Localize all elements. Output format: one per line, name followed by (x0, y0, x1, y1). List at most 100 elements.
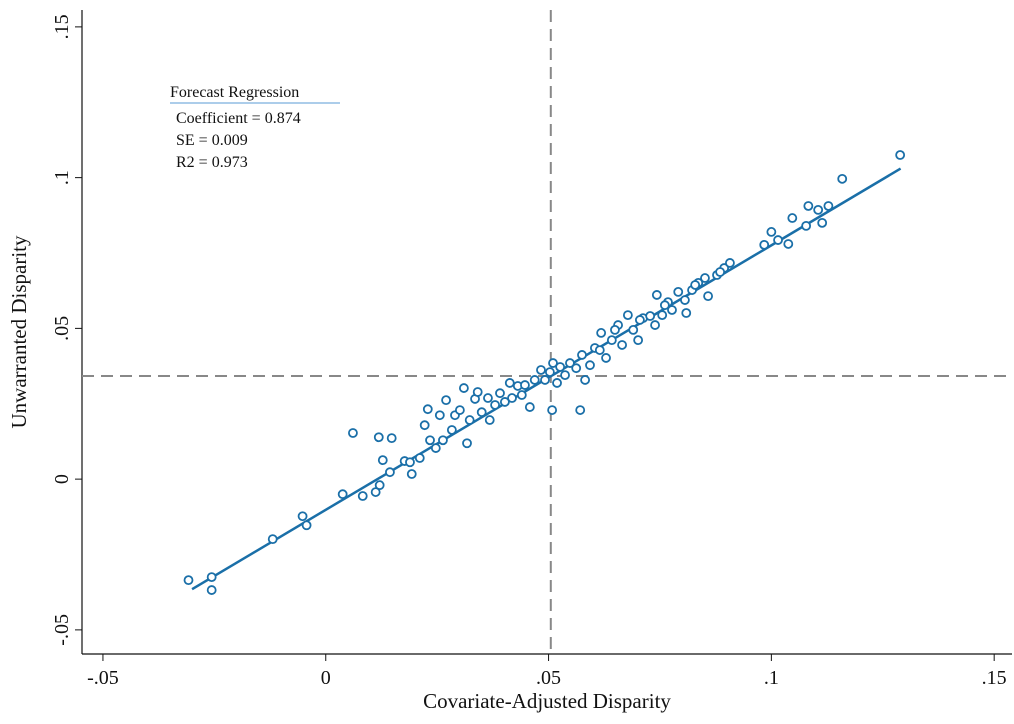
point (596, 328, 607, 338)
point (544, 367, 555, 377)
point (483, 393, 493, 403)
annotation: Forecast Regression Coefficient = 0.874 … (170, 84, 340, 171)
point (594, 345, 605, 355)
point (673, 287, 684, 297)
point (681, 308, 692, 318)
point (585, 360, 595, 371)
point (462, 438, 472, 449)
point (206, 572, 217, 583)
point (267, 534, 278, 545)
point (617, 340, 627, 350)
annotation-line: Coefficient = 0.874 (176, 110, 301, 127)
point (645, 311, 656, 321)
point (206, 585, 217, 595)
point (622, 310, 633, 321)
annotation-line: SE = 0.009 (176, 132, 248, 149)
point (348, 428, 358, 438)
point (657, 310, 668, 321)
point (659, 300, 670, 311)
point (823, 201, 834, 211)
x-tick-label: -.05 (87, 667, 119, 689)
point (373, 432, 384, 443)
point (650, 320, 660, 330)
point (552, 378, 562, 388)
point (529, 375, 540, 385)
x-axis-title: Covariate-Adjusted Disparity (423, 689, 671, 713)
point (464, 415, 475, 425)
point (555, 362, 566, 372)
point (495, 388, 505, 399)
point (419, 420, 430, 431)
point (690, 280, 701, 290)
point (446, 425, 457, 435)
point (386, 433, 397, 444)
point (759, 239, 770, 250)
point (405, 457, 415, 468)
point (801, 220, 812, 231)
point (458, 383, 469, 393)
x-tick-label: .05 (536, 667, 561, 689)
y-tick-label: .15 (51, 14, 73, 39)
point (507, 393, 517, 403)
point (628, 324, 639, 335)
point (337, 489, 348, 500)
point (301, 520, 312, 531)
point (565, 358, 575, 368)
point (385, 467, 395, 478)
point (560, 370, 570, 381)
point (783, 239, 794, 249)
point (817, 217, 828, 228)
point (580, 375, 591, 385)
point (680, 295, 690, 305)
point (438, 435, 448, 446)
point (837, 173, 848, 184)
point (520, 380, 530, 390)
annotation-title: Forecast Regression (170, 84, 299, 101)
point (524, 402, 535, 412)
point (766, 227, 777, 237)
point (472, 387, 483, 397)
point (499, 397, 510, 407)
y-tick-label: 0 (51, 474, 73, 484)
point (430, 443, 441, 453)
point (377, 455, 388, 466)
point (667, 305, 677, 315)
point (700, 273, 710, 283)
point (606, 335, 617, 346)
y-axis-title: Unwarranted Disparity (7, 235, 31, 429)
point (651, 290, 662, 300)
y-tick-label: .05 (51, 316, 73, 341)
point (540, 375, 550, 385)
point (454, 405, 465, 415)
y-tick-label: .1 (51, 170, 73, 185)
point (635, 315, 645, 325)
point (476, 407, 487, 418)
point (374, 480, 385, 491)
point (571, 363, 582, 374)
point (548, 358, 558, 368)
x-tick-label: .1 (764, 667, 779, 689)
point (601, 353, 611, 363)
point (633, 335, 644, 346)
point (577, 350, 587, 360)
point (813, 204, 824, 215)
point (787, 213, 798, 223)
point (703, 291, 713, 302)
point (370, 487, 381, 497)
x-tick-label: .15 (982, 667, 1007, 689)
point (406, 469, 417, 479)
annotation-line: R2 = 0.973 (176, 154, 248, 171)
point (575, 405, 586, 415)
point (414, 453, 425, 463)
point (297, 511, 308, 522)
point (803, 201, 814, 211)
point (547, 405, 558, 415)
point (536, 365, 546, 375)
point (504, 378, 515, 388)
point (357, 491, 368, 501)
point (425, 435, 435, 446)
point (895, 150, 906, 160)
point (183, 575, 194, 586)
